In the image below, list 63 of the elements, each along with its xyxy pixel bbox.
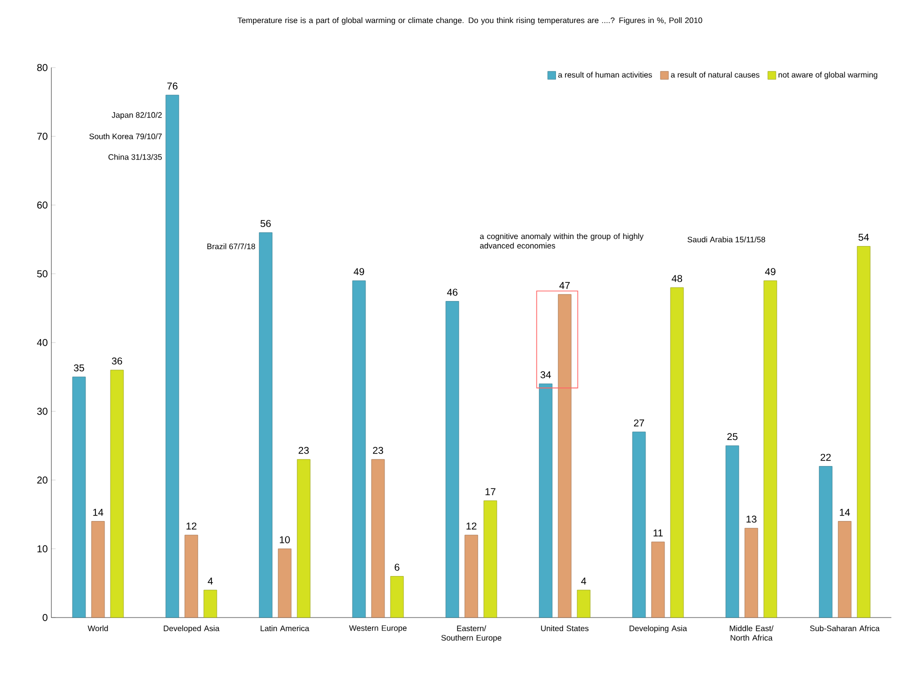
y-tick-label: 40	[36, 339, 48, 346]
data-label: 49	[354, 268, 364, 276]
data-label: 22	[820, 454, 831, 461]
data-label: 23	[372, 446, 384, 454]
data-label: 25	[727, 433, 738, 440]
bar	[184, 534, 198, 618]
data-label: 23	[298, 446, 309, 454]
bar	[726, 445, 740, 618]
bar	[446, 301, 460, 618]
data-label: 11	[654, 530, 663, 536]
data-label: 56	[260, 220, 271, 228]
data-label: 13	[746, 516, 756, 523]
y-tick-label: 0	[42, 614, 48, 622]
bar	[371, 459, 385, 618]
bar	[464, 534, 478, 618]
bar	[558, 294, 572, 618]
bar	[838, 521, 852, 618]
bar	[670, 287, 684, 618]
data-label: 14	[93, 508, 104, 516]
y-tick-label: 80	[37, 64, 48, 72]
y-tick-label: 20	[37, 476, 48, 484]
y-tick-label: 10	[38, 545, 48, 552]
bar	[744, 528, 758, 618]
data-label: 6	[394, 564, 400, 571]
bar	[166, 94, 180, 618]
y-tick-label: 30	[37, 408, 48, 415]
y-tick-label: 60	[37, 202, 48, 209]
data-label: 35	[74, 364, 84, 372]
bar	[818, 466, 832, 618]
bar	[390, 576, 404, 618]
data-label: 49	[765, 268, 776, 276]
bar	[651, 542, 665, 618]
data-label: 46	[447, 288, 458, 296]
bar	[91, 521, 105, 618]
data-label: 17	[486, 488, 496, 496]
bar	[110, 370, 124, 618]
data-label: 48	[672, 274, 682, 282]
bar	[278, 548, 292, 618]
data-label: 12	[466, 522, 476, 530]
bar	[538, 384, 552, 618]
bar	[856, 246, 870, 618]
data-label: 4	[581, 578, 586, 585]
bar	[296, 459, 310, 618]
data-label: 34	[540, 371, 551, 378]
data-label: 47	[559, 282, 570, 289]
bar	[632, 432, 646, 618]
bar	[576, 590, 590, 618]
bar	[258, 232, 272, 618]
data-label: 36	[112, 357, 122, 365]
data-label: 76	[167, 82, 178, 90]
data-label: 54	[858, 234, 869, 241]
bar	[764, 280, 778, 618]
data-label: 12	[186, 522, 196, 530]
y-tick-label: 70	[37, 132, 48, 140]
bar	[72, 376, 86, 618]
data-label: 4	[208, 578, 213, 585]
data-label: 27	[634, 419, 644, 426]
bar	[484, 500, 498, 618]
data-label: 14	[840, 508, 850, 516]
bar	[204, 590, 218, 618]
data-label: 10	[280, 536, 290, 544]
y-tick-label: 50	[37, 270, 48, 278]
bar	[352, 280, 366, 618]
